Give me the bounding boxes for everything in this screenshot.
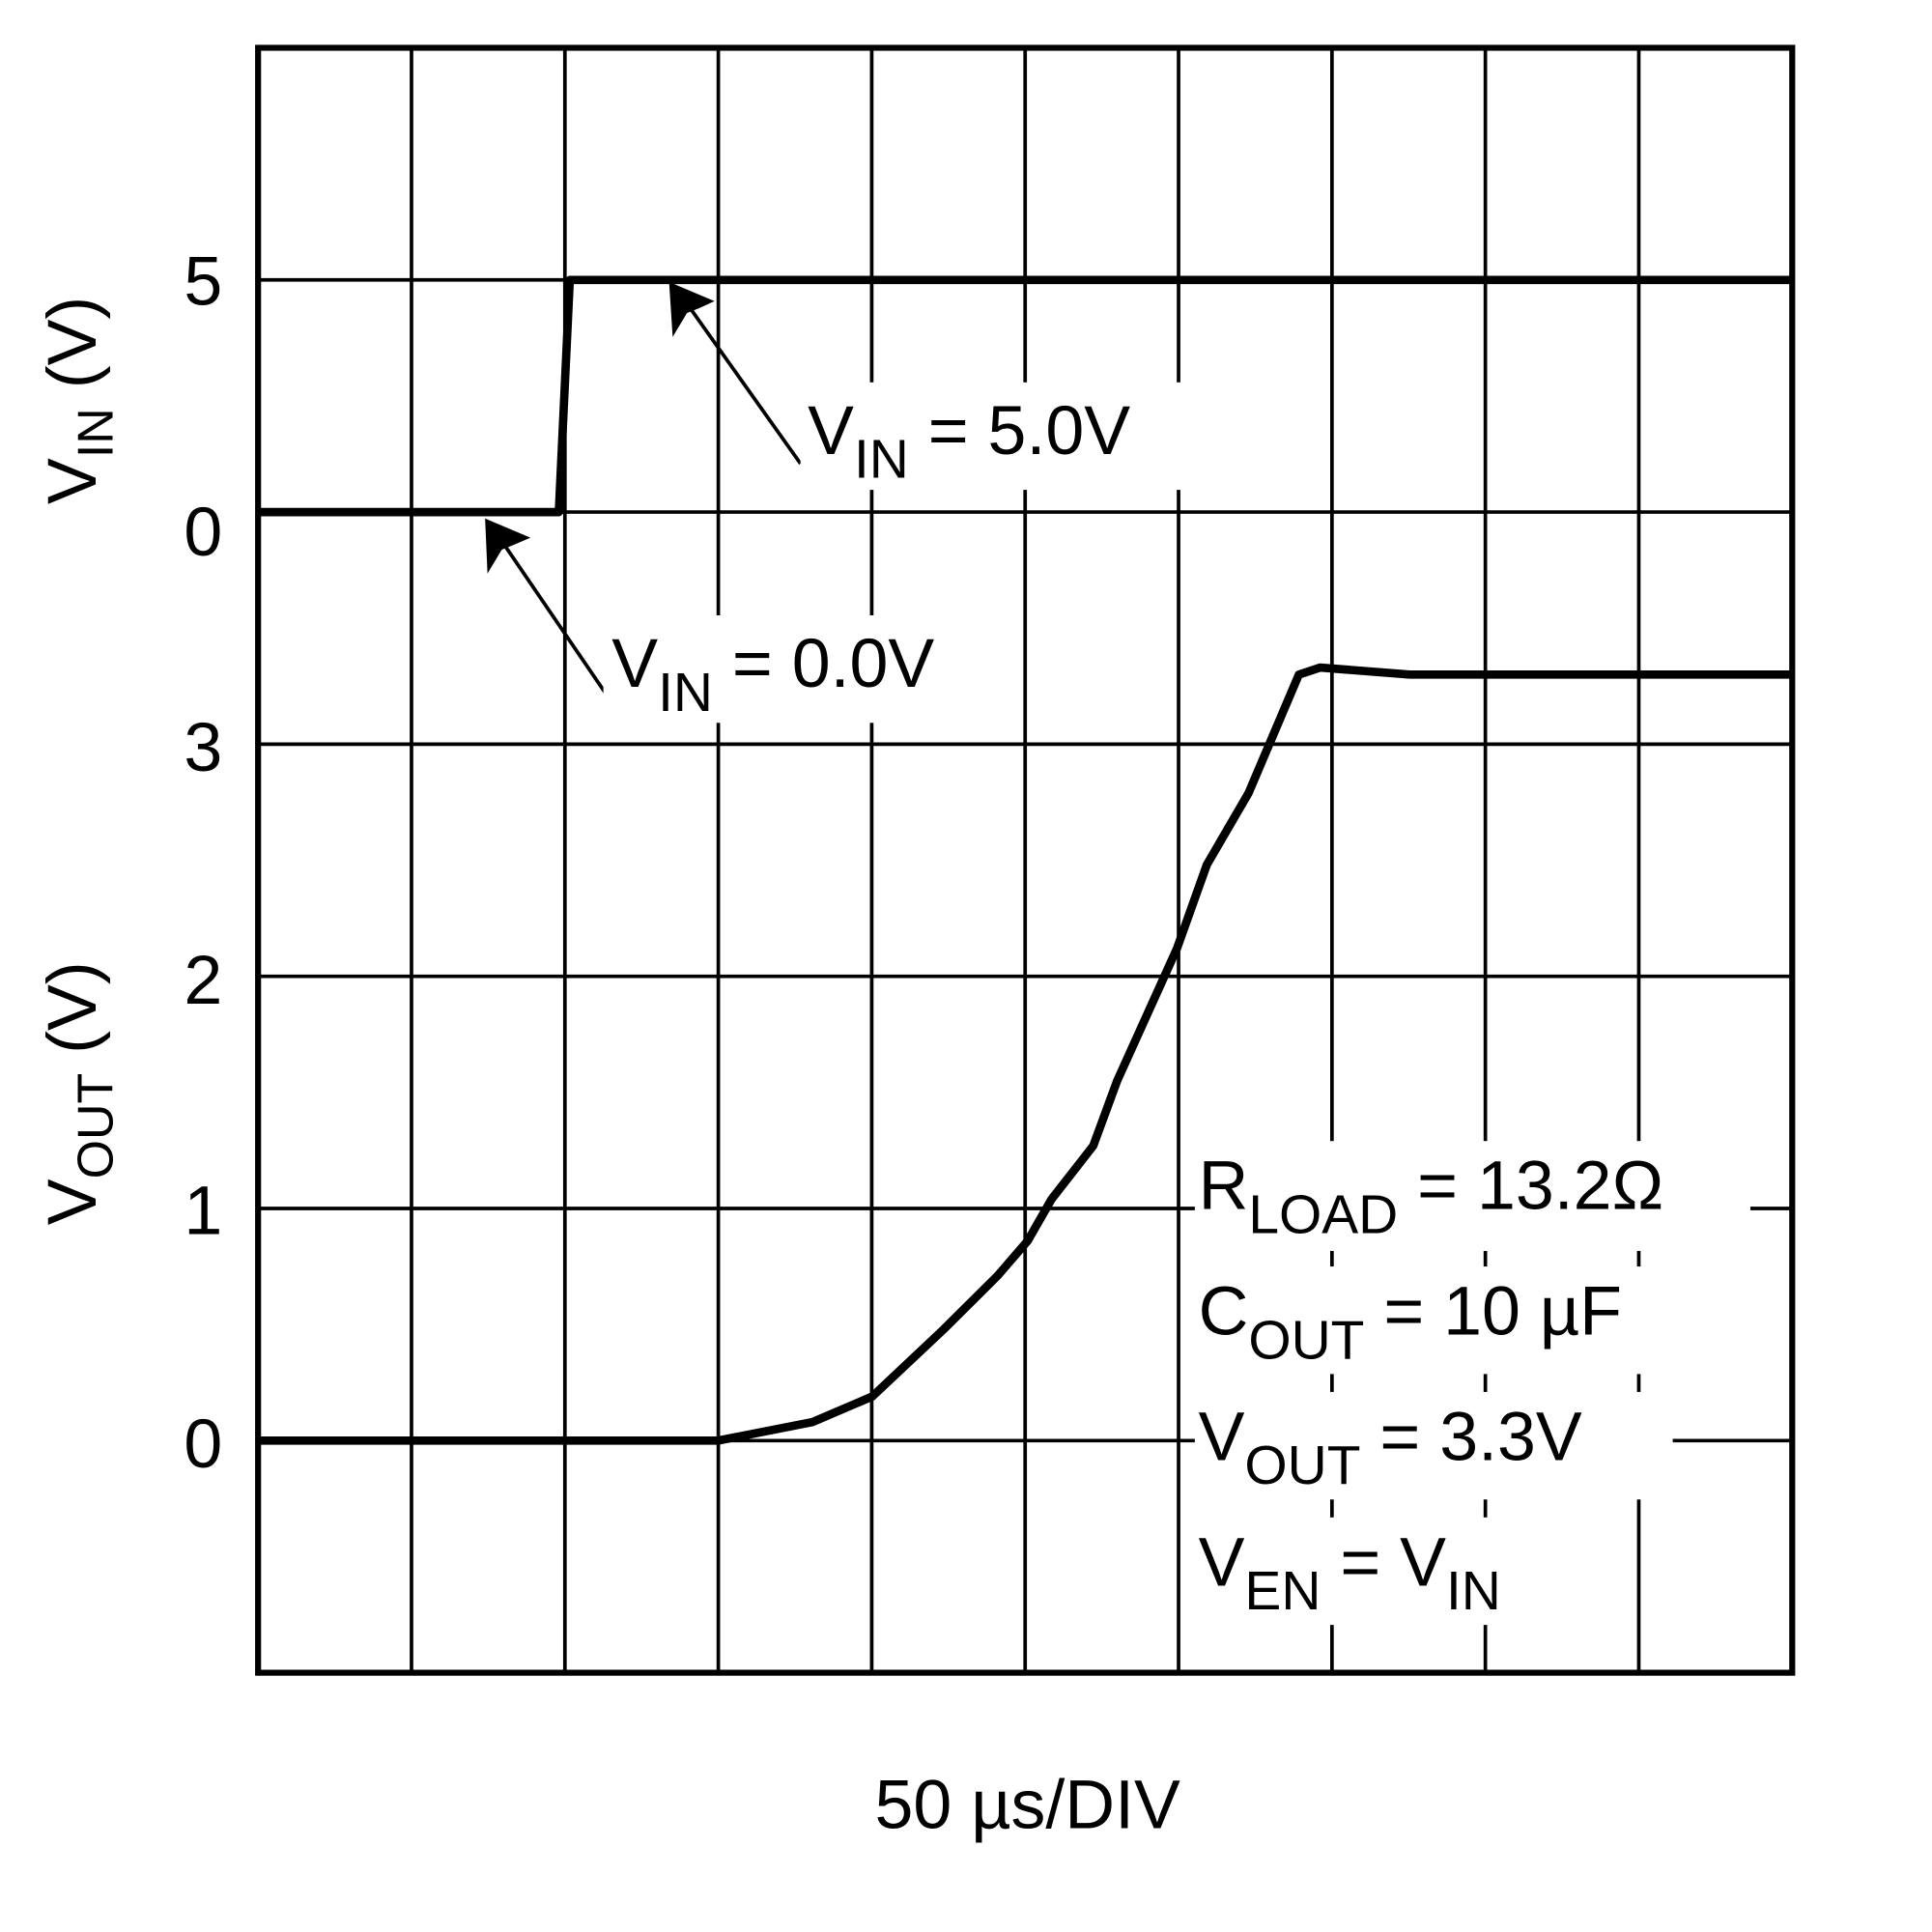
y-tick-vout-1: 1 <box>184 1173 222 1250</box>
y-axis-label-vout: VOUT (V) <box>34 961 124 1225</box>
arrow-line <box>681 298 803 465</box>
y-tick-vin-0: 0 <box>184 494 222 571</box>
y-tick-vout-3: 3 <box>184 709 222 786</box>
plot-border <box>255 44 1796 1676</box>
series-line-vin <box>258 275 1793 517</box>
x-axis-label: 50 µs/DIV <box>875 1766 1181 1843</box>
y-axis-label-vin: VIN (V) <box>34 297 124 504</box>
svg-text:VIN = 5.0V: VIN = 5.0V <box>808 392 1130 491</box>
condition-ven: VEN = VIN <box>1199 1523 1501 1622</box>
arrow-head-icon <box>668 281 715 337</box>
arrow-line <box>497 536 609 696</box>
series-group <box>258 275 1793 1445</box>
y-tick-vout-0: 0 <box>184 1406 222 1483</box>
condition-vout: VOUT = 3.3V <box>1199 1398 1582 1496</box>
y-tick-labels: 5 0 3 2 1 0 <box>184 242 222 1482</box>
series-line-vout <box>258 663 1793 1445</box>
svg-text:VIN = 0.0V: VIN = 0.0V <box>611 625 934 724</box>
y-tick-vout-2: 2 <box>184 942 222 1019</box>
y-tick-vin-5: 5 <box>184 242 222 320</box>
conditions-annotation: RLOAD = 13.2Ω COUT = 10 µF VOUT = 3.3V V… <box>1194 1141 1750 1626</box>
condition-rload: RLOAD = 13.2Ω <box>1199 1148 1664 1246</box>
annotation-vin-low: VIN = 0.0V <box>485 518 1010 724</box>
arrow-head-icon <box>485 518 531 574</box>
condition-cout: COUT = 10 µF <box>1199 1273 1622 1372</box>
annotation-vin-high: VIN = 5.0V <box>668 281 1208 491</box>
